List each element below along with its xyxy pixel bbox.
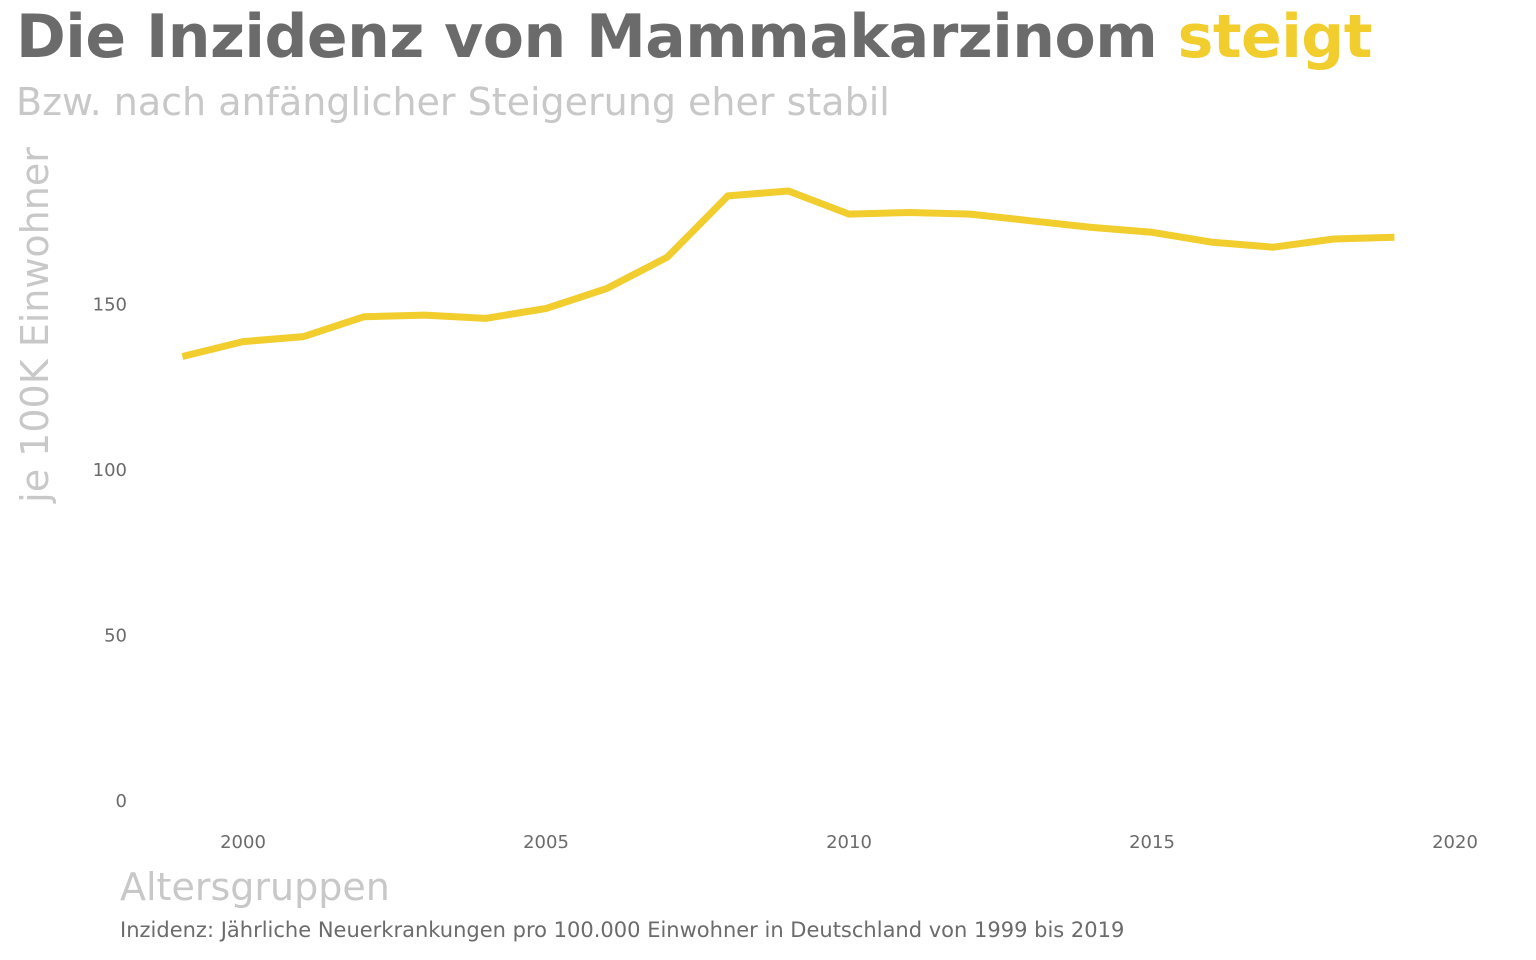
- series-line: [181, 187, 1395, 360]
- y-tick-label: 100: [93, 460, 127, 481]
- chart-title-accent: steigt: [1177, 2, 1373, 72]
- y-axis-ticks: 0 50 100 150: [93, 295, 127, 813]
- x-tick-label: 2020: [1432, 832, 1478, 853]
- y-tick-label: 50: [104, 626, 127, 647]
- y-tick-label: 0: [116, 791, 127, 812]
- x-tick-label: 2010: [826, 832, 872, 853]
- series-layer: [181, 187, 1395, 360]
- x-axis-ticks: 2000 2005 2010 2015 2020: [220, 832, 1478, 853]
- chart-title-main: Die Inzidenz von Mammakarzinom: [16, 2, 1158, 72]
- y-axis-label: je 100K Einwohner: [13, 147, 57, 504]
- chart-subtitle: Bzw. nach anfänglicher Steigerung eher s…: [16, 80, 890, 124]
- chart-caption: Inzidenz: Jährliche Neuerkrankungen pro …: [120, 918, 1125, 942]
- chart-title: Die Inzidenz von Mammakarzinom steigt: [16, 2, 1372, 72]
- y-tick-label: 150: [93, 295, 127, 316]
- x-tick-label: 2015: [1129, 832, 1175, 853]
- x-tick-label: 2005: [523, 832, 569, 853]
- x-axis-label: Altersgruppen: [120, 865, 390, 909]
- x-tick-label: 2000: [220, 832, 266, 853]
